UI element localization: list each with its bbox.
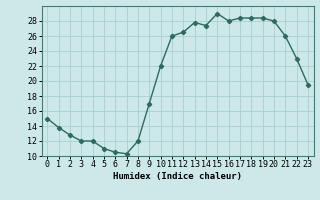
X-axis label: Humidex (Indice chaleur): Humidex (Indice chaleur) bbox=[113, 172, 242, 181]
